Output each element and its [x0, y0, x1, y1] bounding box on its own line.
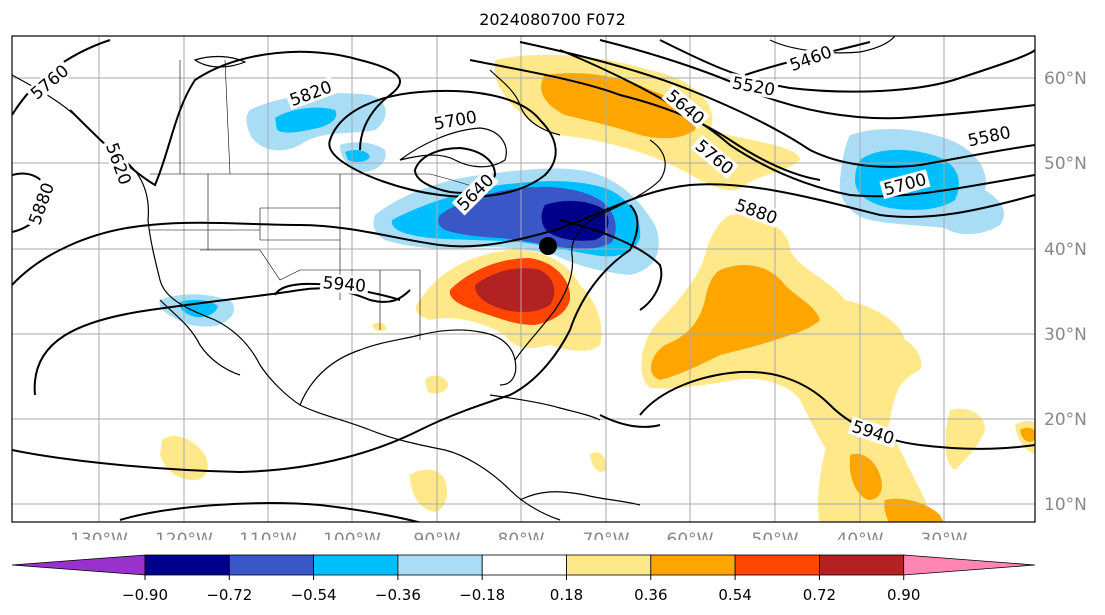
anomaly-shading — [159, 54, 1035, 522]
map-panel: 5760 5820 5620 5880 5700 5640 5520 5460 … — [11, 35, 1087, 540]
colorbar-tick-label: 0.72 — [803, 586, 836, 604]
colorbar-tick-label: −0.36 — [375, 586, 421, 604]
lon-label: 40°W — [837, 530, 884, 540]
map-frame — [11, 35, 1036, 523]
contour-label: 5580 — [966, 123, 1012, 152]
lon-label: 50°W — [752, 530, 799, 540]
contour-label: 5700 — [432, 107, 478, 134]
contour-label: 5880 — [25, 180, 59, 227]
lon-label: 80°W — [498, 530, 545, 540]
colorbar-tick-label: −0.90 — [122, 586, 168, 604]
lon-label: 100°W — [323, 530, 381, 540]
colorbar-swatch — [650, 554, 736, 576]
political-borders — [150, 59, 491, 340]
colorbar-tick-label: 0.90 — [887, 586, 920, 604]
latitude-labels: 60°N 50°N 40°N 30°N 20°N 10°N — [1044, 69, 1087, 515]
colorbar-tick-label: −0.54 — [291, 586, 337, 604]
colorbar-tick-label: 0.18 — [550, 586, 583, 604]
anomaly-core-south-atlantic — [849, 453, 882, 500]
lon-label: 60°W — [667, 530, 714, 540]
colorbar-swatch — [11, 554, 146, 576]
lat-label: 60°N — [1044, 69, 1087, 89]
lat-label: 20°N — [1044, 410, 1087, 430]
anomaly-core-hudson — [345, 149, 370, 162]
anomaly-core-far-east — [1020, 427, 1035, 442]
height-contours — [12, 39, 1035, 522]
anomaly-core-canada-west — [275, 107, 337, 133]
anomaly-region-caribbean-small — [590, 452, 607, 472]
colorbar-swatch — [481, 554, 567, 576]
colorbar-tick-label: −0.18 — [459, 586, 505, 604]
lon-label: 130°W — [70, 530, 128, 540]
colorbar-tick-label: 0.36 — [634, 586, 667, 604]
lon-label: 90°W — [414, 530, 461, 540]
colorbar-ticks — [144, 575, 905, 580]
anomaly-hot-southeast — [475, 268, 555, 313]
colorbar-swatch — [397, 554, 483, 576]
colorbar-tick-labels: −0.90 −0.72 −0.54 −0.36 −0.18 0.18 0.36 … — [122, 586, 920, 604]
anomaly-region-caribbean — [410, 469, 447, 512]
colorbar-swatch — [903, 554, 1036, 576]
anomaly-region-small — [372, 322, 387, 331]
map-title: 2024080700 F072 — [479, 10, 626, 29]
lat-label: 10°N — [1044, 495, 1087, 515]
lat-label: 50°N — [1044, 154, 1087, 174]
colorbar-swatch — [566, 554, 652, 576]
colorbar-tick-label: −0.72 — [206, 586, 252, 604]
colorbar-swatch — [144, 554, 230, 576]
colorbar-swatches — [11, 554, 1036, 576]
colorbar-swatch — [313, 554, 399, 576]
lon-label: 120°W — [155, 530, 213, 540]
longitude-labels: 130°W 120°W 110°W 100°W 90°W 80°W 70°W 6… — [70, 530, 968, 540]
colorbar-swatch — [734, 554, 820, 576]
lon-label: 110°W — [239, 530, 297, 540]
lon-label: 70°W — [583, 530, 630, 540]
anomaly-core-south-atlantic-2 — [884, 498, 944, 522]
colorbar-swatch — [819, 554, 905, 576]
location-marker — [539, 237, 557, 255]
lat-label: 40°N — [1044, 240, 1087, 260]
anomaly-region-atlantic — [641, 214, 922, 472]
anomaly-extreme-cold — [541, 200, 609, 241]
anomaly-core-canada-east — [541, 73, 696, 139]
lon-label: 30°W — [921, 530, 968, 540]
lat-label: 30°N — [1044, 325, 1087, 345]
anomaly-core-atlantic — [650, 265, 820, 380]
anomaly-region-east-atlantic — [945, 408, 985, 470]
colorbar-swatch — [228, 554, 315, 576]
contour-label: 5940 — [322, 273, 367, 297]
colorbar-tick-label: 0.54 — [718, 586, 751, 604]
